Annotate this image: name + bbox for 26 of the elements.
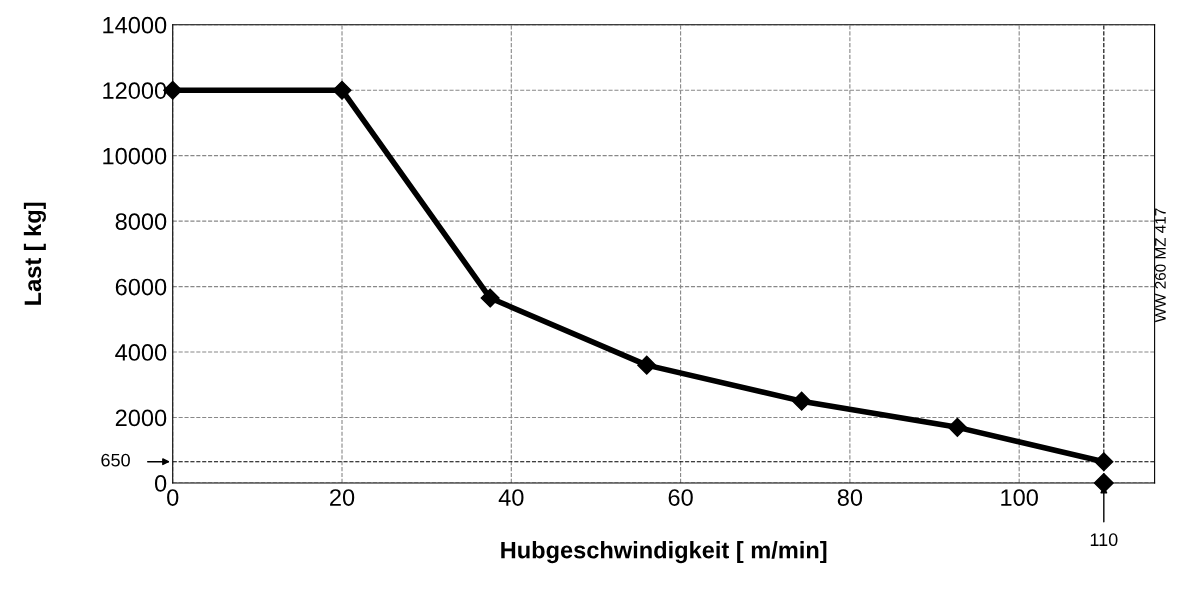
y-tick-label: 10000	[103, 147, 167, 165]
x-tick-label: 60	[668, 489, 693, 506]
y-tick-label: 6000	[115, 278, 167, 296]
point	[1094, 452, 1114, 472]
x-tick-label: 20	[330, 489, 355, 506]
x-tick-label: 80	[837, 489, 863, 506]
y-tick-label: 2000	[115, 409, 167, 427]
point	[637, 355, 657, 375]
y-tick-label: 4000	[115, 344, 167, 361]
y-axis-title: Last [ kg]	[23, 202, 46, 305]
x-tick-label: 40	[498, 489, 524, 506]
point	[947, 417, 967, 437]
ref-line-label: 650	[101, 453, 130, 467]
point	[1093, 472, 1114, 493]
y-tick-label: 14000	[103, 16, 167, 34]
y-tick-label: 8000	[115, 213, 167, 230]
point	[480, 288, 500, 308]
x-axis-title: Hubgeschwindigkeit [ m/min]	[501, 541, 827, 564]
y-tick-label: 12000	[103, 82, 167, 99]
x-tick-label: 100	[1001, 489, 1038, 506]
ref-line-label: 110	[1090, 533, 1118, 547]
text: WW 260 MZ 417	[1154, 208, 1166, 323]
point	[332, 80, 352, 100]
y-tick-label: 0	[154, 475, 167, 492]
point	[792, 391, 812, 411]
x-tick-label: 0	[167, 489, 179, 506]
